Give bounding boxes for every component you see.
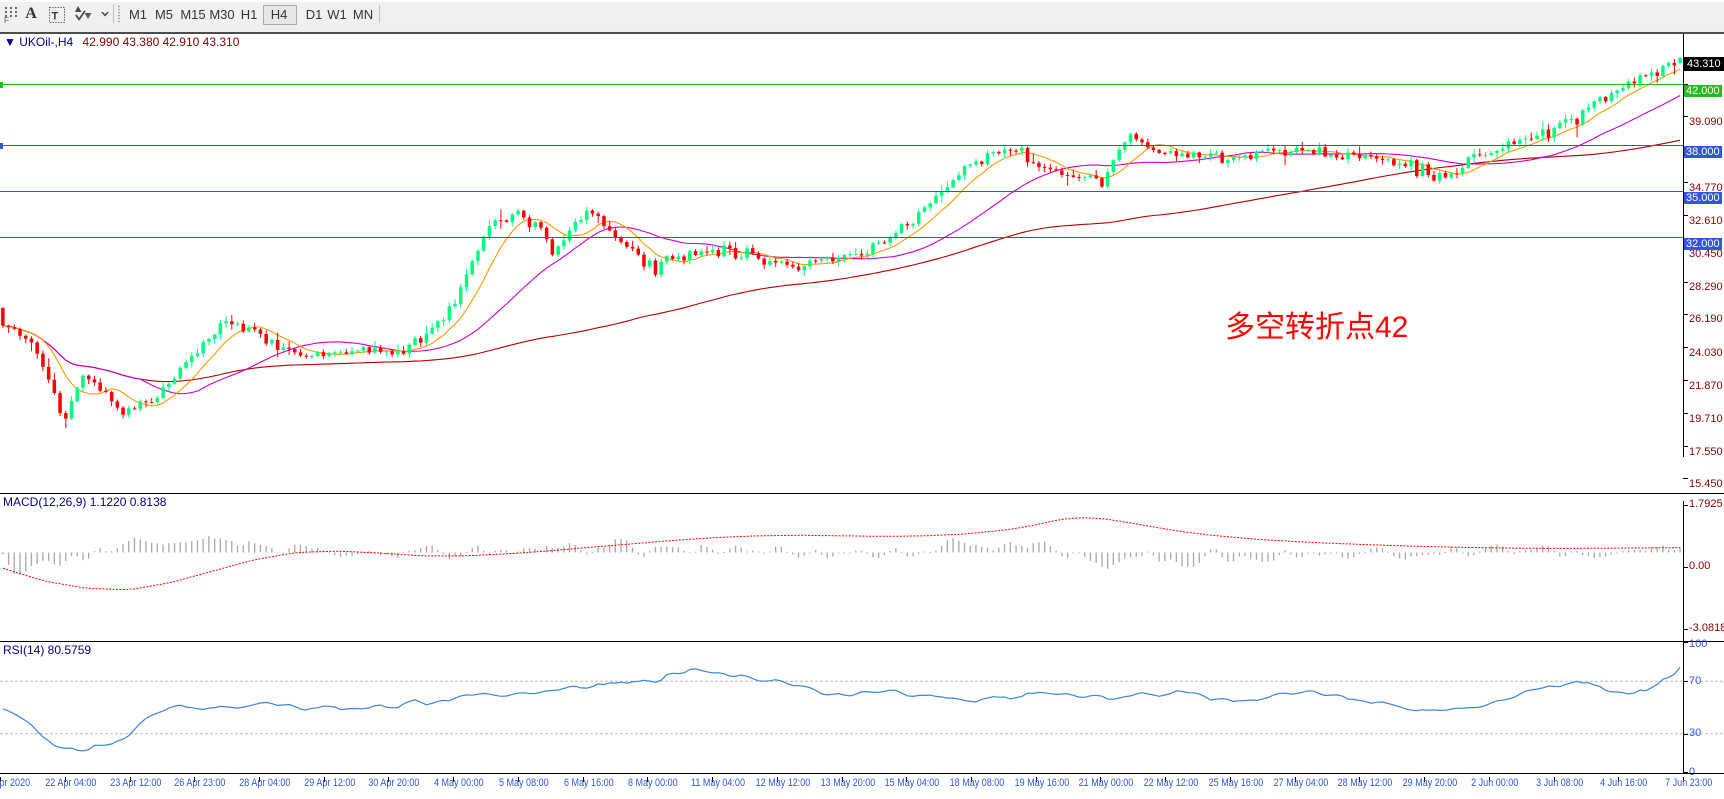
svg-text:F: F: [4, 16, 9, 24]
svg-text:T: T: [52, 11, 59, 23]
